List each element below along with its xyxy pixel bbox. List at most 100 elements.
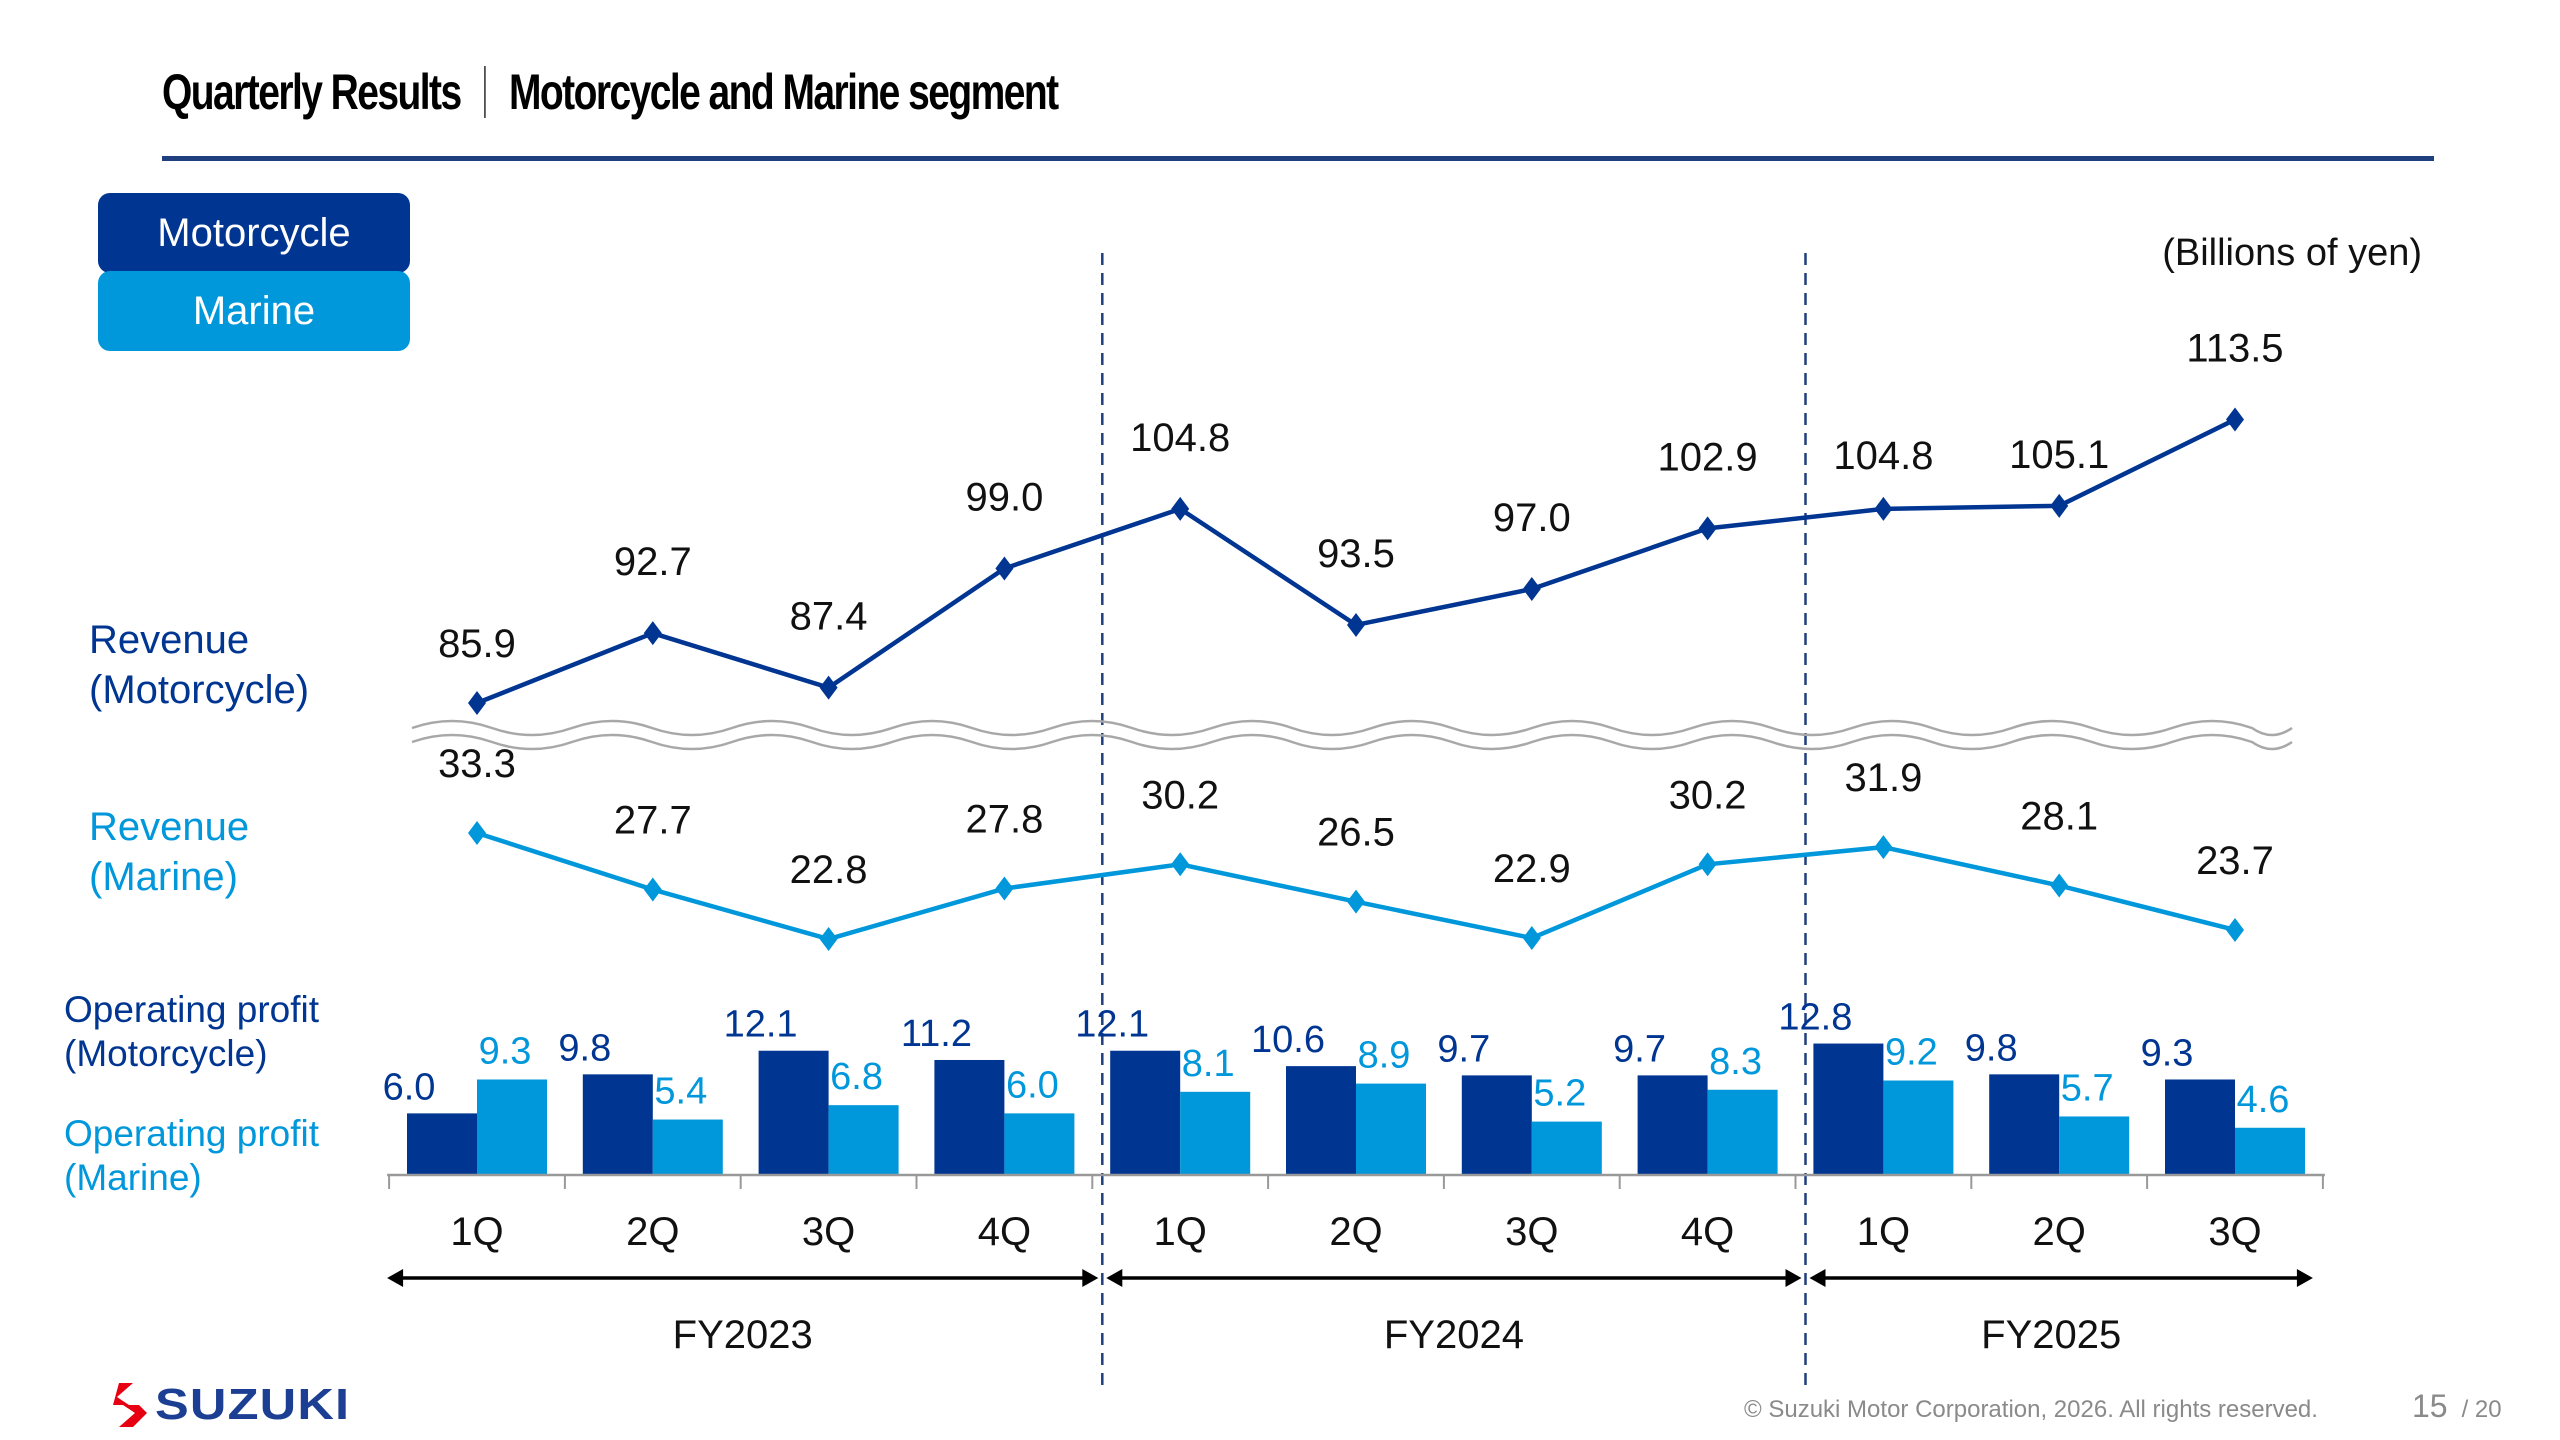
data-label-op-marine: 6.0 [1006,1064,1059,1106]
bar-op-marine [1883,1080,1954,1175]
bar-op-motorcycle [2165,1079,2235,1175]
revenue-marine-marker [1522,926,1541,951]
bar-op-motorcycle [582,1074,653,1175]
data-label-op-marine: 6.8 [830,1056,883,1098]
x-tick-label: 3Q [1505,1210,1558,1254]
revenue-motorcycle-marker [2050,493,2069,518]
data-label-op-motorcycle: 12.1 [724,1004,798,1046]
row-label-revenue-motorcycle: Revenue (Motorcycle) [89,615,309,715]
bar-op-motorcycle [1286,1066,1356,1175]
fiscal-year-label: FY2023 [673,1313,813,1357]
bar-op-marine [652,1119,723,1175]
legend-item-motorcycle: Motorcycle [98,193,410,273]
row-label-line: Revenue [89,618,250,662]
row-label-line: (Motorcycle) [89,668,310,712]
revenue-motorcycle-data-label: 102.9 [1658,435,1758,479]
data-label-op-motorcycle: 11.2 [901,1013,972,1055]
data-label-op-motorcycle: 9.8 [558,1027,611,1069]
data-label-op-marine: 5.2 [1533,1073,1586,1115]
bar-op-marine [1004,1113,1075,1175]
revenue-marine-data-label: 22.8 [790,848,868,892]
data-label-op-motorcycle: 9.7 [1613,1028,1666,1070]
revenue-motorcycle-marker [1171,496,1190,521]
data-label-op-motorcycle: 12.1 [1075,1004,1149,1046]
x-tick-label: 3Q [2208,1210,2261,1254]
revenue-marine-marker [2050,873,2069,898]
bar-op-marine [2235,1127,2305,1175]
data-label-op-marine: 4.6 [2237,1079,2290,1121]
legend-item-marine: Marine [98,271,410,351]
bar-op-marine [1180,1091,1251,1175]
bar-op-marine [828,1105,899,1175]
revenue-motorcycle-marker [1698,516,1717,541]
x-tick-label: 2Q [2033,1210,2086,1254]
bar-op-motorcycle [1637,1075,1708,1175]
bar-op-motorcycle [1461,1075,1532,1175]
arrow-right-icon [2296,1269,2313,1287]
suzuki-logo: SUZUKI [103,1380,349,1430]
revenue-marine-marker [643,877,662,902]
revenue-marine-data-label: 22.9 [1493,847,1571,891]
revenue-marine-data-label: 33.3 [438,742,516,786]
data-label-op-motorcycle: 12.8 [1778,997,1852,1039]
data-label-op-motorcycle: 9.3 [2141,1032,2194,1074]
revenue-marine-data-label: 27.8 [965,798,1043,842]
page-indicator: 15 / 20 [2412,1388,2502,1425]
revenue-marine-marker [1347,889,1365,914]
revenue-marine-marker [2226,917,2244,942]
data-label-op-marine: 8.1 [1182,1043,1235,1085]
data-label-op-motorcycle: 9.8 [1965,1027,2018,1069]
bar-op-marine [1707,1089,1778,1175]
data-label-op-motorcycle: 9.7 [1437,1028,1490,1070]
revenue-marine-data-label: 30.2 [1669,773,1747,817]
arrow-left-icon [1809,1269,1826,1287]
data-label-op-marine: 5.7 [2061,1067,2114,1109]
revenue-motorcycle-marker [468,691,486,715]
revenue-motorcycle-marker [2226,407,2244,432]
revenue-marine-data-label: 30.2 [1141,773,1219,817]
revenue-motorcycle-marker [819,675,838,700]
row-label-op-marine: Operating profit (Marine) [64,1112,319,1200]
revenue-marine-marker [995,876,1014,901]
bar-op-marine [477,1079,547,1175]
bar-op-marine [1356,1083,1426,1175]
revenue-motorcycle-marker [1347,612,1365,637]
arrow-left-icon [1106,1269,1123,1287]
data-label-op-marine: 5.4 [654,1071,707,1113]
revenue-marine-marker [468,821,486,845]
row-label-line: (Marine) [89,855,238,899]
revenue-motorcycle-data-label: 113.5 [2186,327,2283,371]
revenue-motorcycle-data-label: 99.0 [965,475,1043,519]
x-tick-label: 1Q [1857,1210,1910,1254]
revenue-motorcycle-data-label: 92.7 [614,540,692,584]
revenue-marine-data-label: 31.9 [1844,756,1922,800]
row-label-line: Operating profit [64,1113,320,1154]
fiscal-year-label: FY2024 [1384,1313,1524,1357]
row-label-line: Operating profit [64,989,320,1030]
revenue-marine-data-label: 27.7 [614,799,692,843]
bar-op-marine [2059,1116,2130,1175]
bar-op-motorcycle [934,1059,1005,1175]
axis-break-wave [411,719,2293,737]
revenue-marine-marker [1874,835,1893,860]
revenue-motorcycle-marker [1522,577,1541,602]
revenue-marine-data-label: 23.7 [2196,839,2274,883]
revenue-marine-data-label: 28.1 [2020,795,2098,839]
brand-wordmark: SUZUKI [155,1380,351,1429]
bar-op-marine [1531,1121,1602,1175]
revenue-motorcycle-marker [995,556,1014,581]
revenue-motorcycle-marker [643,621,662,646]
data-label-op-marine: 8.9 [1358,1035,1411,1077]
title-underline [162,156,2434,161]
fiscal-year-label: FY2025 [1981,1313,2121,1357]
x-tick-label: 2Q [1329,1210,1382,1254]
revenue-motorcycle-data-label: 105.1 [2009,433,2109,477]
revenue-motorcycle-data-label: 87.4 [790,595,868,639]
revenue-motorcycle-marker [1874,496,1893,521]
page-total: / 20 [2461,1396,2502,1423]
x-tick-label: 2Q [626,1210,679,1254]
title-separator [484,66,486,118]
revenue-marine-marker [819,927,838,952]
bar-op-motorcycle [1813,1043,1884,1175]
